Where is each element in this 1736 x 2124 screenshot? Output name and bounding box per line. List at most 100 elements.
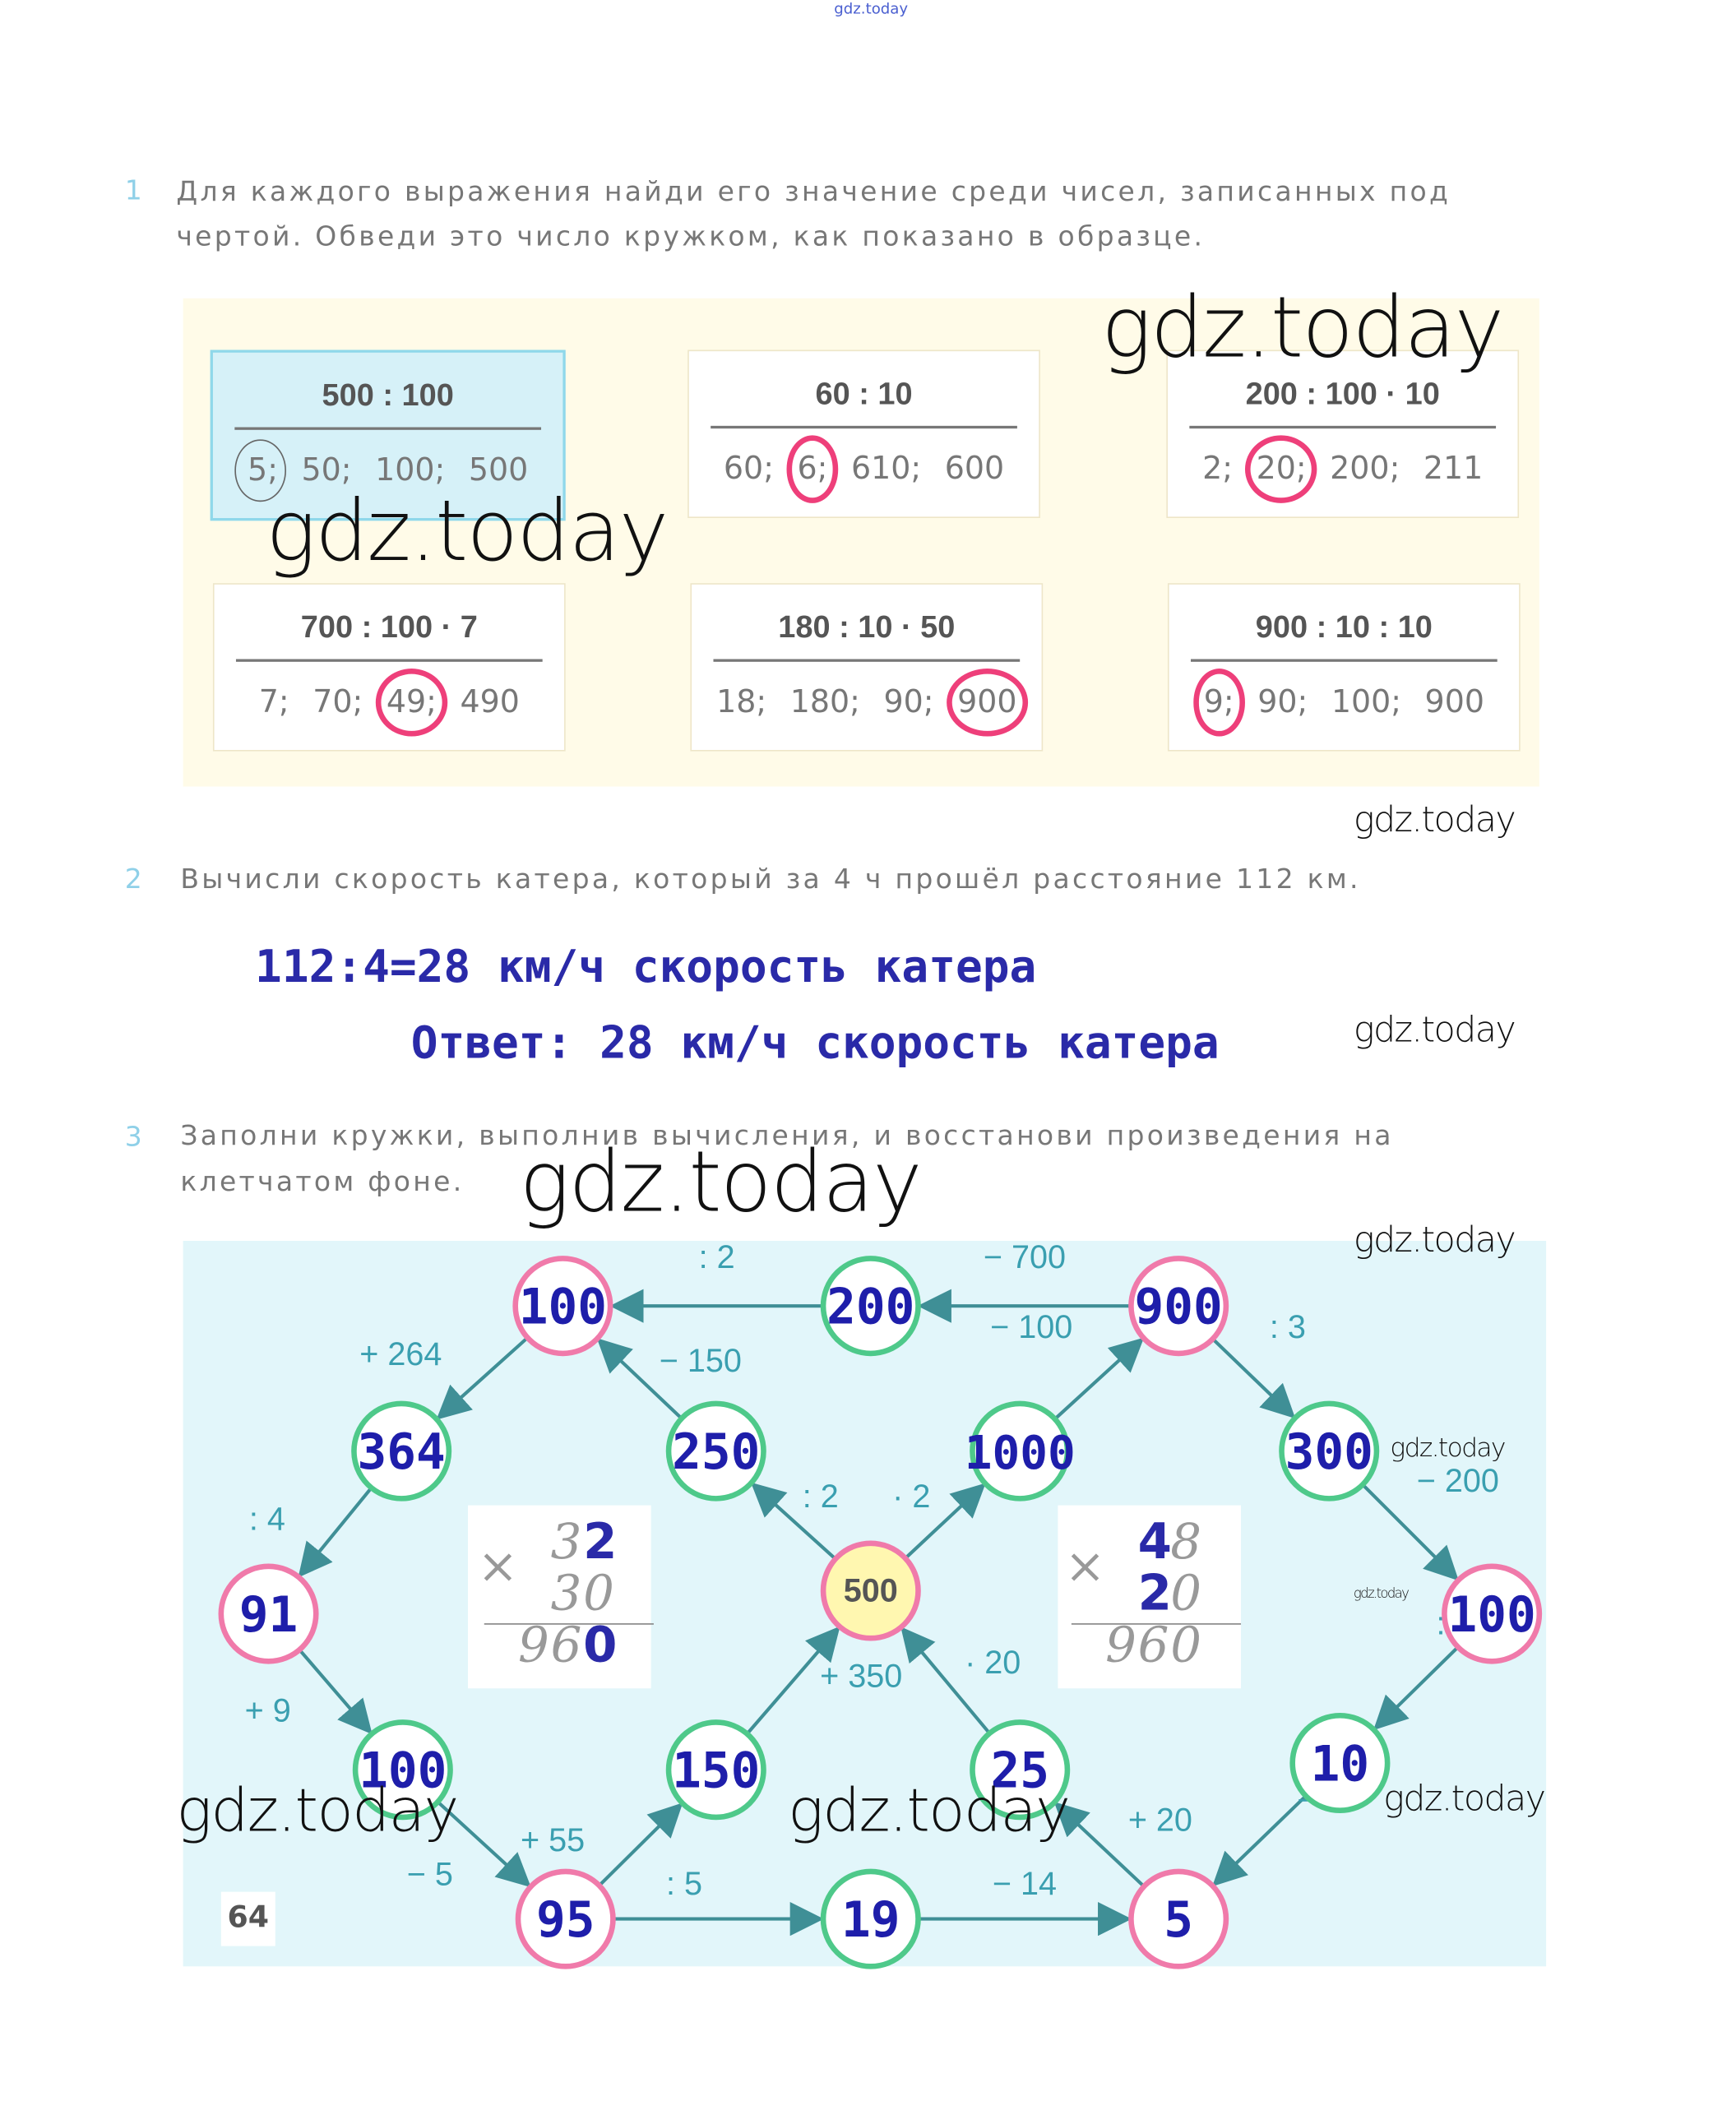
option[interactable]: 211 (1423, 451, 1484, 488)
circled-option[interactable]: 49; (375, 669, 448, 737)
expression-card: 180 : 10 · 50 18; 180; 90; 900 (690, 583, 1044, 752)
digit: 2 (1137, 1566, 1173, 1622)
operation-label: : 4 (249, 1501, 285, 1537)
number-circle (970, 1719, 1071, 1821)
operation-label: − 700 (984, 1239, 1066, 1275)
option[interactable]: 50; (301, 452, 352, 488)
options: 18; 180; 90; 900 (692, 669, 1041, 737)
operation-label: : 2 (803, 1478, 839, 1515)
option[interactable]: 2; (1202, 451, 1234, 488)
expression: 500 : 100 (322, 377, 454, 413)
option[interactable]: 60; (723, 451, 774, 488)
number-circle (970, 1400, 1071, 1502)
circle-value[interactable]: 250 (672, 1424, 760, 1481)
circle-value[interactable]: 1000 (965, 1427, 1076, 1480)
option[interactable]: 100; (1331, 684, 1402, 720)
circle-value[interactable]: 900 (1135, 1279, 1223, 1336)
number-circle (820, 1256, 921, 1357)
task2-number: 2 (124, 862, 142, 895)
operation-label: + 264 (359, 1336, 442, 1372)
watermark: gdz.today (1101, 278, 1504, 377)
option[interactable]: 90; (1257, 684, 1308, 720)
digit: 0 (1170, 1566, 1202, 1622)
task3-number: 3 (124, 1120, 142, 1153)
circle-value[interactable]: 91 (239, 1587, 298, 1644)
task3-text-line1: Заполни кружки, выполнив вычисления, и в… (180, 1118, 1394, 1152)
product-line (1071, 1623, 1242, 1625)
operation-label: − 100 (990, 1309, 1072, 1345)
number-circle (218, 1563, 319, 1664)
circle-value[interactable]: 500 (844, 1573, 898, 1609)
arrow (436, 1800, 531, 1888)
number-circle (1279, 1400, 1380, 1502)
circle-value[interactable]: 100 (519, 1279, 607, 1336)
option[interactable]: 180; (789, 684, 860, 720)
number-circle (352, 1719, 453, 1821)
circled-option[interactable]: 900 (946, 669, 1028, 737)
expression-card: 700 : 100 · 7 7; 70; 49; 490 (212, 583, 566, 752)
product-line (484, 1623, 654, 1625)
circle-value[interactable]: 150 (672, 1743, 760, 1800)
option[interactable]: 70; (312, 684, 363, 720)
circled-option[interactable]: 20; (1245, 435, 1317, 503)
operation-label: + 350 (820, 1659, 902, 1695)
circle-value[interactable]: 25 (990, 1743, 1049, 1800)
digit: 9 (1105, 1617, 1137, 1674)
number-circle (665, 1400, 766, 1502)
task2-solution: 112:4=28 км/ч скорость катера (255, 939, 1037, 993)
circled-option[interactable]: 9; (1192, 669, 1246, 737)
circle-value[interactable]: 100 (359, 1743, 447, 1800)
number-circle (1289, 1712, 1391, 1813)
multiplication-box-left (467, 1505, 651, 1689)
multiplication-box-right (1058, 1505, 1242, 1689)
watermark: gdz.today (1383, 1779, 1546, 1821)
divider-line (713, 659, 1021, 662)
digit: 3 (550, 1566, 582, 1622)
option[interactable]: 90; (883, 684, 934, 720)
task1-text-line2: чертой. Обведи это число кружком, как по… (176, 220, 1206, 252)
option[interactable]: 100; (375, 452, 446, 488)
circle-value[interactable]: 10 (1311, 1736, 1369, 1793)
option[interactable]: 610; (851, 451, 922, 488)
circle-value[interactable]: 19 (841, 1892, 900, 1949)
circled-option[interactable]: 6; (786, 435, 840, 503)
option[interactable]: 900 (1424, 684, 1484, 720)
watermark: gdz.today (266, 481, 669, 581)
circle-value[interactable]: 95 (536, 1892, 595, 1949)
circled-option[interactable]: 5; (234, 439, 287, 502)
number-circle (1442, 1563, 1543, 1664)
arrow (1373, 1645, 1460, 1731)
option[interactable]: 600 (944, 451, 1005, 488)
watermark: gdz.today (1353, 1586, 1410, 1602)
circle-value[interactable]: 5 (1164, 1892, 1193, 1949)
operation-label: + 55 (521, 1822, 585, 1858)
expression: 200 : 100 · 10 (1245, 375, 1440, 411)
task2-text: Вычисли скорость катера, который за 4 ч … (180, 862, 1361, 895)
watermark-top: gdz.today (834, 0, 909, 18)
arrow (900, 1627, 991, 1735)
arrow (745, 1626, 840, 1735)
option[interactable]: 200; (1330, 451, 1400, 488)
task1-number: 1 (124, 174, 142, 206)
divider-line (1190, 659, 1498, 662)
circle-value[interactable]: 300 (1285, 1424, 1373, 1481)
option[interactable]: 18; (716, 684, 767, 720)
digit: 4 (1137, 1515, 1173, 1571)
option[interactable]: 7; (258, 684, 289, 720)
arrow (1361, 1483, 1459, 1581)
digit: 0 (583, 1617, 618, 1674)
multiply-sign: × (477, 1539, 519, 1595)
page-number: 64 (220, 1891, 275, 1946)
divider-line (1189, 425, 1497, 429)
circle-value[interactable]: 364 (358, 1424, 446, 1481)
expression-card: 200 : 100 · 10 2; 20; 200; 211 (1166, 349, 1520, 518)
task1-text-line1: Для каждого выражения найди его значение… (176, 174, 1451, 208)
circle-value[interactable]: 200 (826, 1279, 914, 1336)
operation-label: + 9 (245, 1693, 291, 1729)
option[interactable]: 490 (460, 684, 520, 720)
option[interactable]: 500 (468, 452, 529, 488)
watermark: gdz.today (1390, 1433, 1506, 1464)
circle-value[interactable]: 100 (1448, 1587, 1536, 1644)
digit: 0 (1170, 1617, 1202, 1674)
